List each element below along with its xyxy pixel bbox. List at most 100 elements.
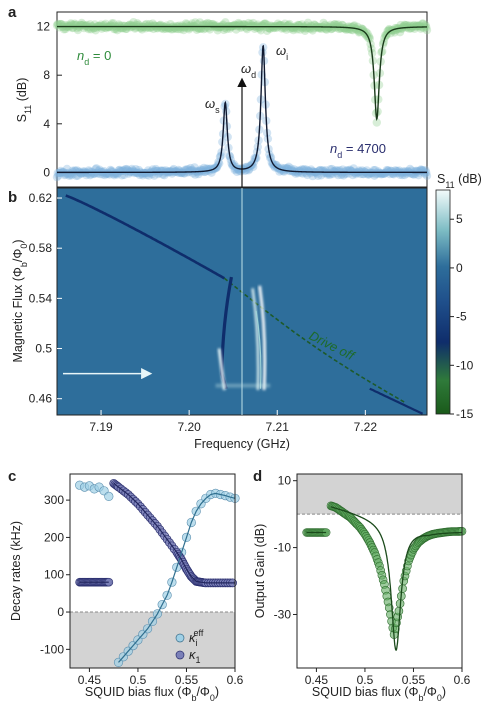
panel-c-plot: [70, 478, 240, 668]
panel-a-y-ticks: 0 4 8 12: [37, 20, 62, 179]
point-nd-4700: [90, 169, 100, 178]
point-nd-4700: [360, 167, 369, 176]
point-nd-0: [260, 19, 269, 28]
point-nd-4700: [66, 169, 76, 178]
point-nd-0: [372, 118, 381, 127]
point-gain: [394, 606, 404, 616]
panel-a-ytick-label: 4: [43, 117, 50, 131]
point-nd-0: [247, 21, 256, 31]
point-nd-0: [405, 24, 414, 33]
branch-bottom-glow: [215, 383, 271, 388]
point-nd-4700: [80, 167, 90, 176]
point-nd-0: [323, 21, 332, 31]
panel-b-xtick-label: 7.21: [266, 420, 290, 434]
point-nd-4700: [378, 169, 388, 178]
point-nd-0: [73, 25, 83, 35]
point-nd-4700: [154, 168, 164, 178]
point-nd-4700: [92, 164, 101, 173]
point-nd-4700: [388, 169, 398, 178]
point-nd-4700: [410, 167, 419, 176]
colorbar-ticks: 5 0 -5 -10 -15: [450, 212, 474, 421]
point-nd-0: [234, 18, 243, 28]
point-nd-4700: [296, 166, 305, 175]
panel-c-xlabel: SQUID bias flux (Φb/Φ0): [85, 685, 219, 703]
point-nd-4700: [91, 165, 100, 174]
point-nd-4700: [303, 166, 313, 175]
panel-b-ytick-label: 0.46: [29, 392, 53, 406]
point-nd-4700: [152, 166, 161, 176]
panel-a-series: [52, 18, 432, 182]
point-nd-4700: [293, 166, 302, 175]
point-nd-4700: [165, 167, 174, 176]
point-nd-4700: [177, 168, 186, 178]
point-nd-0: [315, 23, 324, 33]
point-nd-0: [152, 23, 161, 33]
point-nd-0: [109, 19, 118, 28]
point-nd-0: [415, 22, 424, 31]
point-nd-0: [308, 26, 317, 35]
panel-d-positive-band: [297, 474, 462, 515]
point-nd-0: [320, 24, 329, 33]
panel-d-plot: [297, 474, 467, 651]
fit-gain: [330, 506, 462, 651]
point-nd-0: [236, 23, 245, 32]
panel-b-ytick-label: 0.54: [29, 291, 53, 305]
idler-branch-3: [255, 310, 262, 389]
point-nd-0: [165, 23, 174, 33]
point-nd-4700: [245, 164, 254, 174]
panel-b-x-ticks: 7.19 7.20 7.21 7.22: [89, 410, 377, 434]
point-nd-0: [163, 23, 172, 32]
point-nd-0: [335, 22, 344, 31]
point-nd-0: [257, 21, 266, 30]
legend-marker-kappa-i-eff: [175, 633, 185, 643]
point-nd-4700: [197, 166, 206, 175]
signal-branch-bright: [217, 348, 226, 391]
point-nd-0: [303, 18, 313, 27]
point-nd-0: [244, 18, 253, 28]
point-nd-0: [324, 23, 334, 32]
point-nd-0: [385, 25, 395, 35]
point-nd-4700: [127, 164, 137, 174]
point-nd-0: [292, 23, 301, 32]
point-nd-0: [383, 26, 392, 36]
point-nd-0: [252, 23, 262, 32]
point-nd-0: [384, 26, 393, 35]
point-nd-0: [171, 23, 180, 32]
point-nd-0: [281, 23, 290, 32]
point-nd-0: [116, 23, 125, 32]
point-nd-4700: [398, 167, 408, 176]
point-nd-0: [148, 19, 157, 28]
panel-d-xtick-label: 0.5: [357, 673, 374, 687]
point-nd-0: [274, 21, 283, 30]
point-nd-0: [106, 21, 115, 30]
panel-a-ytick-label: 8: [43, 68, 50, 82]
point-nd-0: [70, 19, 80, 28]
point-nd-4700: [111, 169, 120, 178]
point-nd-4700: [405, 164, 415, 174]
point-nd-0: [408, 22, 418, 31]
colorbar-tick-label: -10: [456, 358, 474, 372]
point-nd-0: [340, 24, 349, 33]
panel-b-xlabel: Frequency (GHz): [194, 437, 290, 451]
label-omega-s: ωs: [205, 96, 220, 115]
idler-branch-1: [251, 288, 260, 390]
point-nd-4700: [140, 169, 150, 178]
resonance-tail: [369, 387, 424, 415]
point-nd-0: [386, 29, 395, 38]
point-nd-4700: [187, 166, 196, 175]
point-nd-4700: [393, 167, 402, 176]
point-nd-4700: [403, 167, 412, 176]
point-nd-0: [269, 23, 278, 32]
point-nd-0: [224, 21, 233, 30]
point-nd-0: [191, 18, 200, 27]
point-nd-0: [294, 21, 303, 30]
point-nd-0: [395, 28, 405, 37]
point-nd-4700: [326, 165, 335, 174]
point-nd-0: [328, 21, 337, 30]
point-nd-0: [361, 27, 371, 37]
point-nd-0: [218, 21, 227, 30]
point-nd-4700: [133, 169, 143, 178]
point-nd-4700: [422, 171, 432, 180]
panel-b-ytick-label: 0.62: [29, 191, 53, 205]
point-nd-4700: [349, 164, 358, 173]
